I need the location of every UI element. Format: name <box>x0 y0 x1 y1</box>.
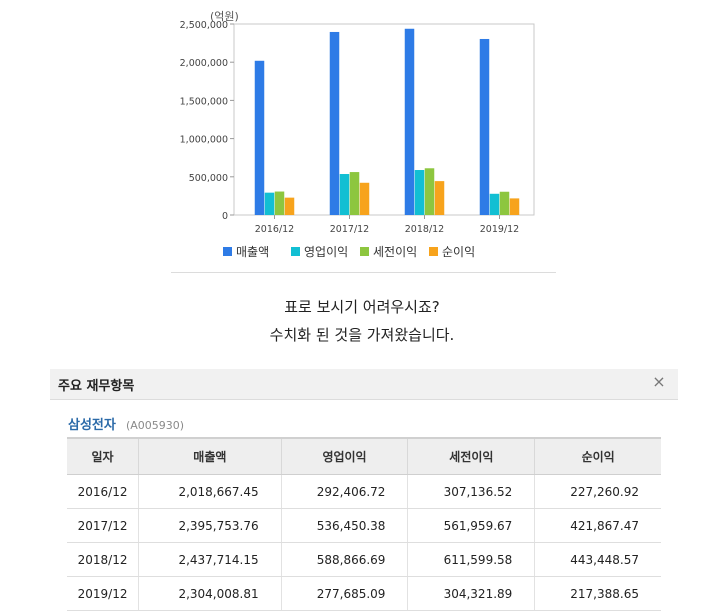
caption-line-1: 표로 보시기 어려우시죠? <box>284 298 440 316</box>
financial-dialog: 주요 재무항목 × 삼성전자 (A005930) 일자 매출액 영업이익 세전이익 순이… <box>50 369 678 611</box>
value-cell: 2,395,753.76 <box>138 508 282 543</box>
value-cell: 443,448.57 <box>534 542 661 577</box>
bar <box>349 172 360 215</box>
date-cell: 2017/12 <box>67 508 140 543</box>
dialog-header: 주요 재무항목 × <box>50 369 678 400</box>
value-cell: 2,437,714.15 <box>138 542 282 577</box>
bar <box>434 181 445 215</box>
dialog-title: 주요 재무항목 <box>58 379 135 394</box>
table-row: 2017/12 2,395,753.76 536,450.38 561,959.67 4… <box>67 508 661 543</box>
bar <box>404 28 415 216</box>
value-cell: 536,450.38 <box>281 508 409 543</box>
table-row: 2018/12 2,437,714.15 588,866.69 611,599.58 4… <box>67 542 661 577</box>
bar <box>254 60 265 216</box>
table-row: 2016/12 2,018,667.45 292,406.72 307,136.52 2… <box>67 474 661 509</box>
x-tick-label: 2019/12 <box>480 224 519 235</box>
value-cell: 588,866.69 <box>281 542 409 577</box>
bar <box>489 193 500 215</box>
value-cell: 2,304,008.81 <box>138 576 282 611</box>
bar <box>264 192 275 215</box>
bar <box>479 38 490 216</box>
column-header: 세전이익 <box>407 437 536 475</box>
company-name: 삼성전자 <box>68 418 116 433</box>
column-header: 순이익 <box>534 437 661 475</box>
bar <box>284 197 295 215</box>
unit-label: (억원) <box>210 10 239 23</box>
legend-item: 세전이익 <box>360 243 417 260</box>
bar <box>414 170 425 215</box>
value-cell: 561,959.67 <box>407 508 536 543</box>
value-cell: 227,260.92 <box>534 474 661 509</box>
column-header: 영업이익 <box>281 437 409 475</box>
y-tick-label: 1,000,000 <box>180 135 228 146</box>
x-tick-label: 2016/12 <box>255 224 294 235</box>
company-code: (A005930) <box>125 419 185 432</box>
value-cell: 611,599.58 <box>407 542 536 577</box>
company-line: 삼성전자 (A005930) <box>68 414 184 433</box>
close-icon[interactable]: × <box>652 372 666 391</box>
bar <box>339 174 350 215</box>
bar <box>329 31 340 215</box>
bar <box>424 168 435 215</box>
y-tick-label: 0 <box>222 211 228 222</box>
caption-line-2: 수치화 된 것을 가져왔습니다. <box>269 326 455 344</box>
legend-swatch <box>360 247 369 256</box>
value-cell: 2,018,667.45 <box>138 474 282 509</box>
y-tick-label: 500,000 <box>189 173 228 184</box>
legend-item: 순이익 <box>429 243 475 260</box>
value-cell: 421,867.47 <box>534 508 661 543</box>
column-header: 일자 <box>67 437 140 475</box>
value-cell: 277,685.09 <box>281 576 409 611</box>
value-cell: 292,406.72 <box>281 474 409 509</box>
date-cell: 2018/12 <box>67 542 140 577</box>
plot-area <box>233 23 535 216</box>
bar <box>359 182 370 215</box>
legend-item: 영업이익 <box>291 243 348 260</box>
financial-table: 일자 매출액 영업이익 세전이익 순이익 2016/12 2,018,667.45 292,… <box>67 437 661 611</box>
legend-swatch <box>291 247 300 256</box>
bar <box>499 191 510 215</box>
legend-label: 순이익 <box>442 245 476 259</box>
x-tick-label: 2018/12 <box>405 224 444 235</box>
chart-panel: (억원) 0 500,000 1,000,000 1,500,000 2,000,000 2… <box>171 0 556 273</box>
column-header: 매출액 <box>138 437 282 475</box>
y-tick-label: 1,500,000 <box>180 96 228 107</box>
legend-item: 매출액 <box>223 243 269 260</box>
legend-label: 영업이익 <box>304 245 349 259</box>
value-cell: 304,321.89 <box>407 576 536 611</box>
legend-label: 세전이익 <box>373 245 418 259</box>
date-cell: 2016/12 <box>67 474 140 509</box>
legend-swatch <box>429 247 438 256</box>
bar <box>509 198 520 215</box>
bar <box>274 191 285 215</box>
table-row: 2019/12 2,304,008.81 277,685.09 304,321.89 2… <box>67 576 661 611</box>
table-header-row: 일자 매출액 영업이익 세전이익 순이익 <box>67 437 661 475</box>
x-tick-label: 2017/12 <box>330 224 369 235</box>
value-cell: 307,136.52 <box>407 474 536 509</box>
legend-swatch <box>223 247 232 256</box>
y-tick-label: 2,000,000 <box>180 58 228 69</box>
value-cell: 217,388.65 <box>534 576 661 611</box>
date-cell: 2019/12 <box>67 576 140 611</box>
y-tick-label: 2,500,000 <box>180 20 228 31</box>
legend-label: 매출액 <box>236 245 270 259</box>
table-body: 2016/12 2,018,667.45 292,406.72 307,136.52 2… <box>67 474 661 611</box>
bar-chart: (억원) 0 500,000 1,000,000 1,500,000 2,000,000 2… <box>180 10 535 235</box>
